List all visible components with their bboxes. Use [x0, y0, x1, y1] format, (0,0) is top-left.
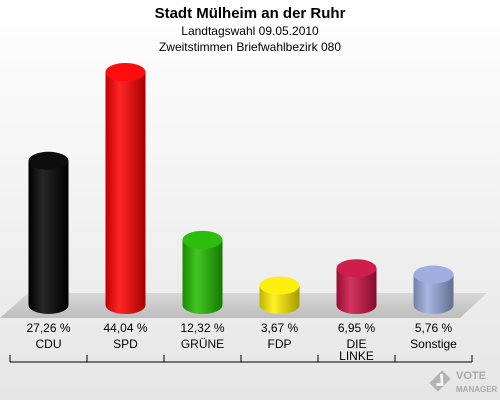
- category-label: Sonstige: [410, 337, 457, 351]
- category-label: SPD: [113, 337, 138, 351]
- value-label: 12,32 %: [180, 321, 224, 335]
- chart-subtitle-district: Zweitstimmen Briefwahlbezirk 080: [159, 40, 341, 54]
- bar-top: [105, 63, 146, 81]
- category-label: FDP: [268, 337, 292, 351]
- bar-body: [28, 160, 69, 314]
- value-label: 44,04 %: [103, 321, 147, 335]
- bar-top: [336, 259, 377, 278]
- category-label: LINKE: [339, 349, 374, 363]
- bars-group: [28, 63, 454, 314]
- bar-cdu: [28, 151, 69, 314]
- category-label: DIE: [346, 337, 366, 351]
- logo-checkmark-icon: [429, 370, 451, 392]
- value-label: 5,76 %: [415, 321, 453, 335]
- value-labels-group: 27,26 % 44,04 % 12,32 % 3,67 % 6,95 % 5,76 %: [26, 321, 452, 335]
- vote-manager-logo: VOTE MANAGER: [429, 370, 498, 394]
- chart-title: Stadt Mülheim an der Ruhr: [155, 5, 346, 22]
- category-label: GRÜNE: [181, 337, 224, 351]
- logo-vote-text: VOTE: [456, 370, 486, 382]
- bar-die-linke: [336, 259, 377, 314]
- bar-top: [413, 265, 454, 284]
- bar-top: [28, 151, 69, 170]
- value-label: 3,67 %: [261, 321, 299, 335]
- bar-spd: [105, 63, 146, 314]
- bar-body: [105, 72, 146, 314]
- bar-body: [413, 274, 454, 314]
- chart-subtitle-date: Landtagswahl 09.05.2010: [181, 24, 319, 38]
- bar-gr-ne: [182, 230, 223, 314]
- value-label: 6,95 %: [338, 321, 376, 335]
- bar-body: [336, 268, 377, 314]
- bar-fdp: [259, 276, 300, 314]
- bar-top: [259, 276, 300, 295]
- bar-sonstige: [413, 265, 454, 314]
- category-label: CDU: [36, 337, 62, 351]
- value-label: 27,26 %: [26, 321, 70, 335]
- bar-body: [182, 239, 223, 314]
- logo-manager-text: MANAGER: [456, 385, 498, 394]
- bar-top: [182, 230, 223, 249]
